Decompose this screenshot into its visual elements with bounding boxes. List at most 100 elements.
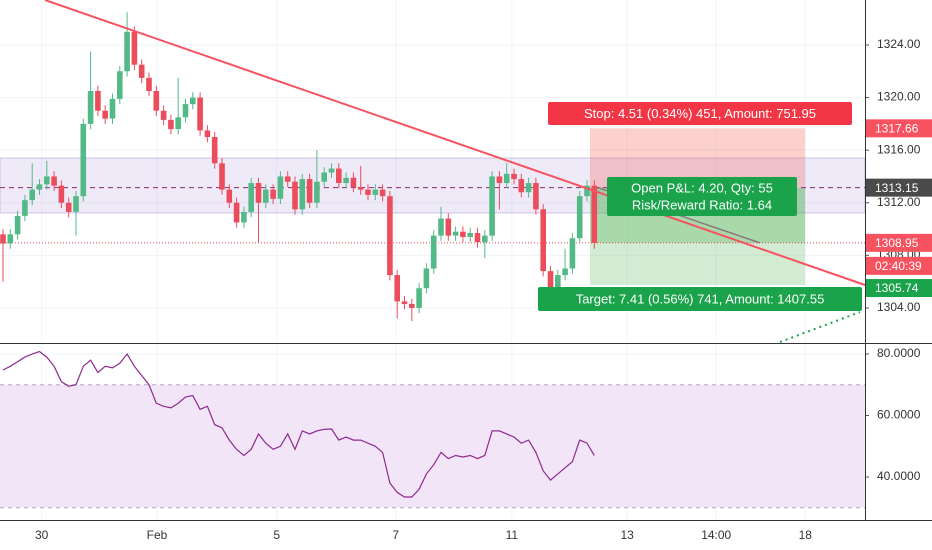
candle-body — [241, 211, 247, 223]
price-label: 1305.74 — [875, 281, 919, 295]
price-label: 1313.15 — [875, 181, 919, 195]
candle-body — [14, 215, 21, 235]
price-label: 1317.66 — [875, 122, 919, 136]
price-label: 1308.95 — [875, 236, 919, 250]
candle-body — [430, 235, 437, 269]
candle-body — [0, 234, 6, 244]
pnl-label-bg — [607, 177, 797, 216]
candle-body — [460, 231, 466, 237]
candle-body — [189, 97, 196, 105]
x-tick-label: 14:00 — [701, 528, 731, 542]
y-tick-label: 1320.00 — [877, 90, 921, 104]
target-label: Target: 7.41 (0.56%) 741, Amount: 1407.5… — [576, 291, 825, 306]
price-label-bg — [866, 119, 932, 138]
candle-body — [489, 176, 495, 236]
candle-body — [314, 181, 320, 203]
stop-label: Stop: 4.51 (0.34%) 451, Amount: 751.95 — [584, 106, 816, 121]
candle-body — [401, 301, 408, 304]
candle-body — [525, 183, 532, 193]
candle-body — [321, 172, 328, 182]
candle-body — [138, 64, 145, 78]
candle-body — [576, 196, 583, 239]
candle-body — [540, 209, 547, 272]
candle-body — [511, 173, 517, 180]
candle-body — [584, 185, 590, 197]
x-tick-label: 30 — [35, 528, 49, 542]
candle-body — [474, 232, 481, 243]
x-tick-label: 13 — [620, 528, 634, 542]
candle-body — [204, 130, 211, 138]
candle-body — [58, 185, 65, 203]
candle-body — [365, 189, 371, 195]
candle-body — [306, 179, 313, 203]
candle-body — [452, 231, 459, 236]
rsi-line — [2, 350, 595, 498]
candle-body — [146, 77, 152, 91]
candle-body — [357, 186, 364, 190]
rsi-band — [0, 384, 865, 508]
price-label-bg — [866, 233, 932, 252]
candle-body — [168, 119, 174, 130]
candle-body — [555, 275, 561, 295]
target-label-bg — [538, 287, 862, 311]
candle-body — [299, 179, 306, 210]
candle-body — [518, 179, 525, 193]
candle-body — [277, 176, 284, 199]
candle-body — [219, 163, 225, 190]
trend-line — [44, 0, 866, 286]
y-tick-label: 1304.00 — [877, 300, 921, 314]
candle-body — [482, 235, 488, 243]
candle-body — [409, 304, 415, 308]
candle-body — [284, 176, 291, 182]
y-tick-label: 1316.00 — [877, 142, 921, 156]
candle-body — [328, 168, 335, 173]
candle-body — [175, 117, 181, 130]
candle-body — [102, 110, 108, 119]
candle-body — [591, 185, 598, 243]
y-tick-label: 1324.00 — [877, 37, 921, 51]
candle-body — [343, 177, 349, 184]
candle-body — [80, 123, 87, 197]
x-tick-label: Feb — [147, 528, 168, 542]
candle-body — [109, 98, 116, 119]
candle-body — [116, 71, 123, 99]
pnl-label: Open P&L: 4.20, Qty: 55 — [631, 180, 773, 195]
candle-body — [211, 137, 218, 164]
candle-body — [95, 90, 101, 111]
candle-body — [569, 238, 576, 269]
y-tick-label: 80.0000 — [877, 346, 921, 360]
candle-body — [131, 31, 138, 65]
candle-body — [533, 183, 539, 210]
candle-body — [248, 183, 254, 212]
x-tick-label: 18 — [799, 528, 813, 542]
countdown-bg — [866, 256, 932, 275]
x-tick-label: 5 — [273, 528, 280, 542]
candle-body — [292, 181, 298, 210]
candle-body — [36, 184, 43, 190]
candle-body — [438, 218, 444, 236]
candle-body — [467, 232, 474, 237]
candle-body — [226, 189, 233, 203]
countdown: 02:40:39 — [875, 259, 922, 273]
candle-body — [270, 189, 276, 199]
candle-body — [416, 288, 422, 308]
candle-body — [503, 173, 510, 184]
candle-body — [87, 90, 94, 124]
trend-line-dotted — [779, 311, 861, 343]
candle-body — [124, 31, 130, 72]
price-label-bg — [866, 279, 932, 298]
candle-body — [29, 189, 35, 201]
candle-body — [7, 234, 14, 244]
ratio-label: Risk/Reward Ratio: 1.64 — [632, 197, 772, 212]
candle-body — [394, 275, 401, 302]
candle-body — [43, 176, 50, 185]
x-tick-label: 11 — [506, 528, 519, 542]
price-label-bg — [866, 178, 932, 197]
candle-body — [387, 196, 393, 276]
candle-body — [182, 104, 189, 118]
candle-body — [445, 218, 452, 236]
y-tick-label: 40.0000 — [877, 469, 921, 483]
candle-body — [65, 202, 72, 212]
y-tick-label: 60.0000 — [877, 408, 921, 422]
